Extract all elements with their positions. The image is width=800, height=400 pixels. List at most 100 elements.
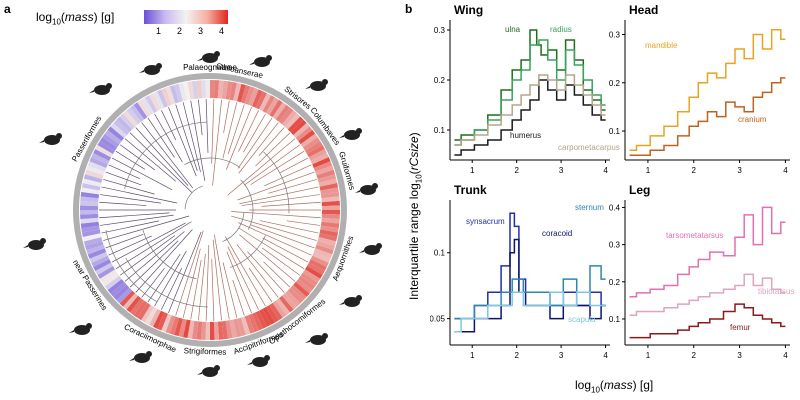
tree-branch — [286, 220, 320, 226]
mass-heat-cell — [305, 141, 323, 154]
tree-branch — [238, 122, 279, 174]
chart-title: Wing — [454, 3, 483, 17]
mass-heat-cell — [157, 89, 168, 108]
mass-heat-cell — [272, 102, 287, 120]
mass-heat-cell — [157, 312, 168, 331]
series-carpometacarpus — [454, 74, 606, 146]
mass-heat-cell — [81, 187, 100, 195]
series-label: femur — [730, 323, 751, 332]
tree-branch — [175, 104, 198, 171]
mass-heat-cell — [130, 298, 145, 316]
tree-branch — [259, 220, 319, 234]
chart-head: Head 1 2 3 4 0.1 0.2 0.3 mandible cranium — [609, 3, 790, 175]
mass-heat-cell — [308, 259, 327, 271]
mass-heat-cell — [313, 161, 333, 172]
bird-silhouette-icon — [23, 238, 46, 250]
clade-label: Palaeognathae — [183, 63, 237, 72]
panel-a-label: a — [4, 2, 11, 16]
mass-heat-cell — [298, 130, 316, 145]
chart-leg: Leg 1 2 3 4 0.1 0.2 0.3 0.4 tarsometatarsus tibiot… — [609, 183, 795, 360]
x-tick-label: 4 — [603, 166, 608, 175]
mass-heat-cell — [80, 221, 100, 229]
y-tick-label: 0.3 — [434, 26, 446, 35]
mass-heat-cell — [83, 237, 103, 246]
mass-heat-cell — [287, 116, 304, 133]
tree-branch — [247, 251, 285, 293]
series-synsacrum — [454, 212, 606, 320]
x-axis-label: log10(mass) [g] — [575, 378, 654, 395]
mass-heat-cell — [178, 318, 187, 338]
x-tick-label: 4 — [783, 351, 788, 360]
mass-heat-cell — [225, 81, 233, 100]
mass-heat-cell — [107, 126, 125, 141]
tree-branch — [236, 244, 279, 298]
tree-branch — [223, 100, 230, 133]
mass-heat-cell — [141, 305, 154, 323]
chart-wing: Wing 1 2 3 4 0.1 0.2 0.3 ulna radius humerus carpom… — [434, 3, 620, 175]
mass-heat-cell — [293, 282, 310, 297]
mass-heat-cell — [308, 149, 327, 161]
mass-heat-cell — [187, 81, 195, 100]
y-tick-label: 0.1 — [434, 126, 446, 135]
mass-heat-cell — [123, 293, 138, 310]
mass-heat-cell — [318, 233, 338, 242]
bird-silhouette-icon — [305, 79, 328, 91]
mass-heat-cell — [102, 272, 120, 287]
mass-heat-cell — [141, 97, 154, 115]
mass-heat-cell — [165, 86, 176, 105]
tree-branch — [108, 164, 140, 180]
tree-branch — [231, 215, 317, 241]
mass-heat-cell — [269, 302, 283, 321]
mass-heat-cell — [317, 174, 337, 183]
mass-heat-cell — [295, 279, 313, 294]
y-tick-label: 0.2 — [609, 79, 621, 88]
mass-heat-cell — [110, 123, 127, 138]
mass-heat-cell — [116, 287, 133, 304]
tree-arc — [184, 185, 203, 210]
mass-heat-cell — [217, 321, 224, 340]
mass-heat-cell — [252, 312, 263, 331]
y-tick-label: 0.1 — [434, 249, 446, 258]
tree-branch — [99, 201, 147, 206]
mass-heat-cell — [133, 300, 148, 318]
mass-heat-cell — [284, 113, 301, 130]
mass-heat-cell — [305, 266, 323, 279]
tree-branch — [119, 144, 156, 171]
tree-branch — [129, 240, 179, 288]
tree-branch — [279, 157, 309, 174]
mass-heat-cell — [237, 317, 246, 337]
mass-heat-cell — [221, 80, 229, 100]
mass-heat-cell — [85, 240, 104, 251]
mass-heat-cell — [313, 248, 333, 259]
mass-heat-cell — [80, 213, 99, 220]
series-tarsometatarsus — [629, 206, 786, 298]
mass-heat-cell — [178, 82, 187, 102]
mass-heat-cell — [87, 161, 107, 172]
mass-legend: log10(mass) [g] 1 2 3 4 — [36, 8, 236, 44]
mass-heat-cell — [97, 141, 115, 154]
mass-heat-cell — [191, 80, 199, 100]
tree-branch — [248, 267, 273, 303]
x-tick-label: 2 — [514, 166, 519, 175]
mass-heat-cell — [93, 149, 112, 161]
tree-branch — [101, 186, 178, 204]
mass-heat-cell — [113, 284, 130, 301]
mass-heat-cell — [255, 91, 267, 110]
mass-heat-cell — [87, 248, 107, 259]
tree-branch — [147, 117, 175, 158]
mass-heat-cell — [302, 137, 321, 151]
mass-heat-cell — [240, 316, 251, 335]
mass-heat-cell — [221, 320, 229, 340]
y-tick-label: 0.05 — [430, 315, 446, 324]
tree-branch — [168, 231, 202, 314]
bird-silhouette-icon — [129, 351, 152, 363]
phylogeny-tree: PalaeognathaeGalloanseraeStrisoresColumb… — [23, 51, 382, 377]
mass-heat-cell — [153, 91, 165, 110]
tree-branch — [161, 267, 183, 310]
tree-arc — [222, 212, 245, 242]
bird-silhouette-icon — [139, 63, 162, 75]
mass-heat-cell — [248, 313, 259, 333]
legend-tick: 4 — [219, 26, 225, 36]
x-tick-label: 3 — [559, 351, 564, 360]
mass-heat-cell — [318, 178, 338, 187]
